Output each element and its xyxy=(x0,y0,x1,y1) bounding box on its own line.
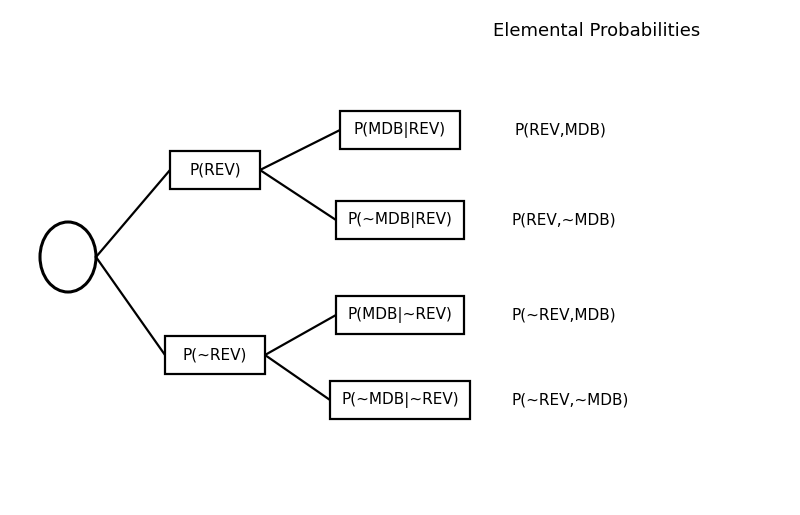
Text: P(~REV,MDB): P(~REV,MDB) xyxy=(512,307,616,322)
FancyBboxPatch shape xyxy=(330,381,470,419)
FancyBboxPatch shape xyxy=(170,151,260,189)
Text: P(REV): P(REV) xyxy=(189,163,241,178)
Text: P(MDB|~REV): P(MDB|~REV) xyxy=(347,307,453,323)
Text: P(MDB|REV): P(MDB|REV) xyxy=(354,122,446,138)
Text: P(~MDB|~REV): P(~MDB|~REV) xyxy=(341,392,459,408)
Text: P(REV,MDB): P(REV,MDB) xyxy=(514,123,606,138)
Text: P(~REV,~MDB): P(~REV,~MDB) xyxy=(511,392,629,407)
Text: P(~MDB|REV): P(~MDB|REV) xyxy=(347,212,453,228)
Text: P(REV,~MDB): P(REV,~MDB) xyxy=(512,213,616,228)
FancyBboxPatch shape xyxy=(340,111,460,149)
FancyBboxPatch shape xyxy=(165,336,265,374)
Text: Elemental Probabilities: Elemental Probabilities xyxy=(493,22,700,40)
FancyBboxPatch shape xyxy=(336,296,464,334)
FancyBboxPatch shape xyxy=(336,201,464,239)
Text: P(~REV): P(~REV) xyxy=(183,348,247,363)
